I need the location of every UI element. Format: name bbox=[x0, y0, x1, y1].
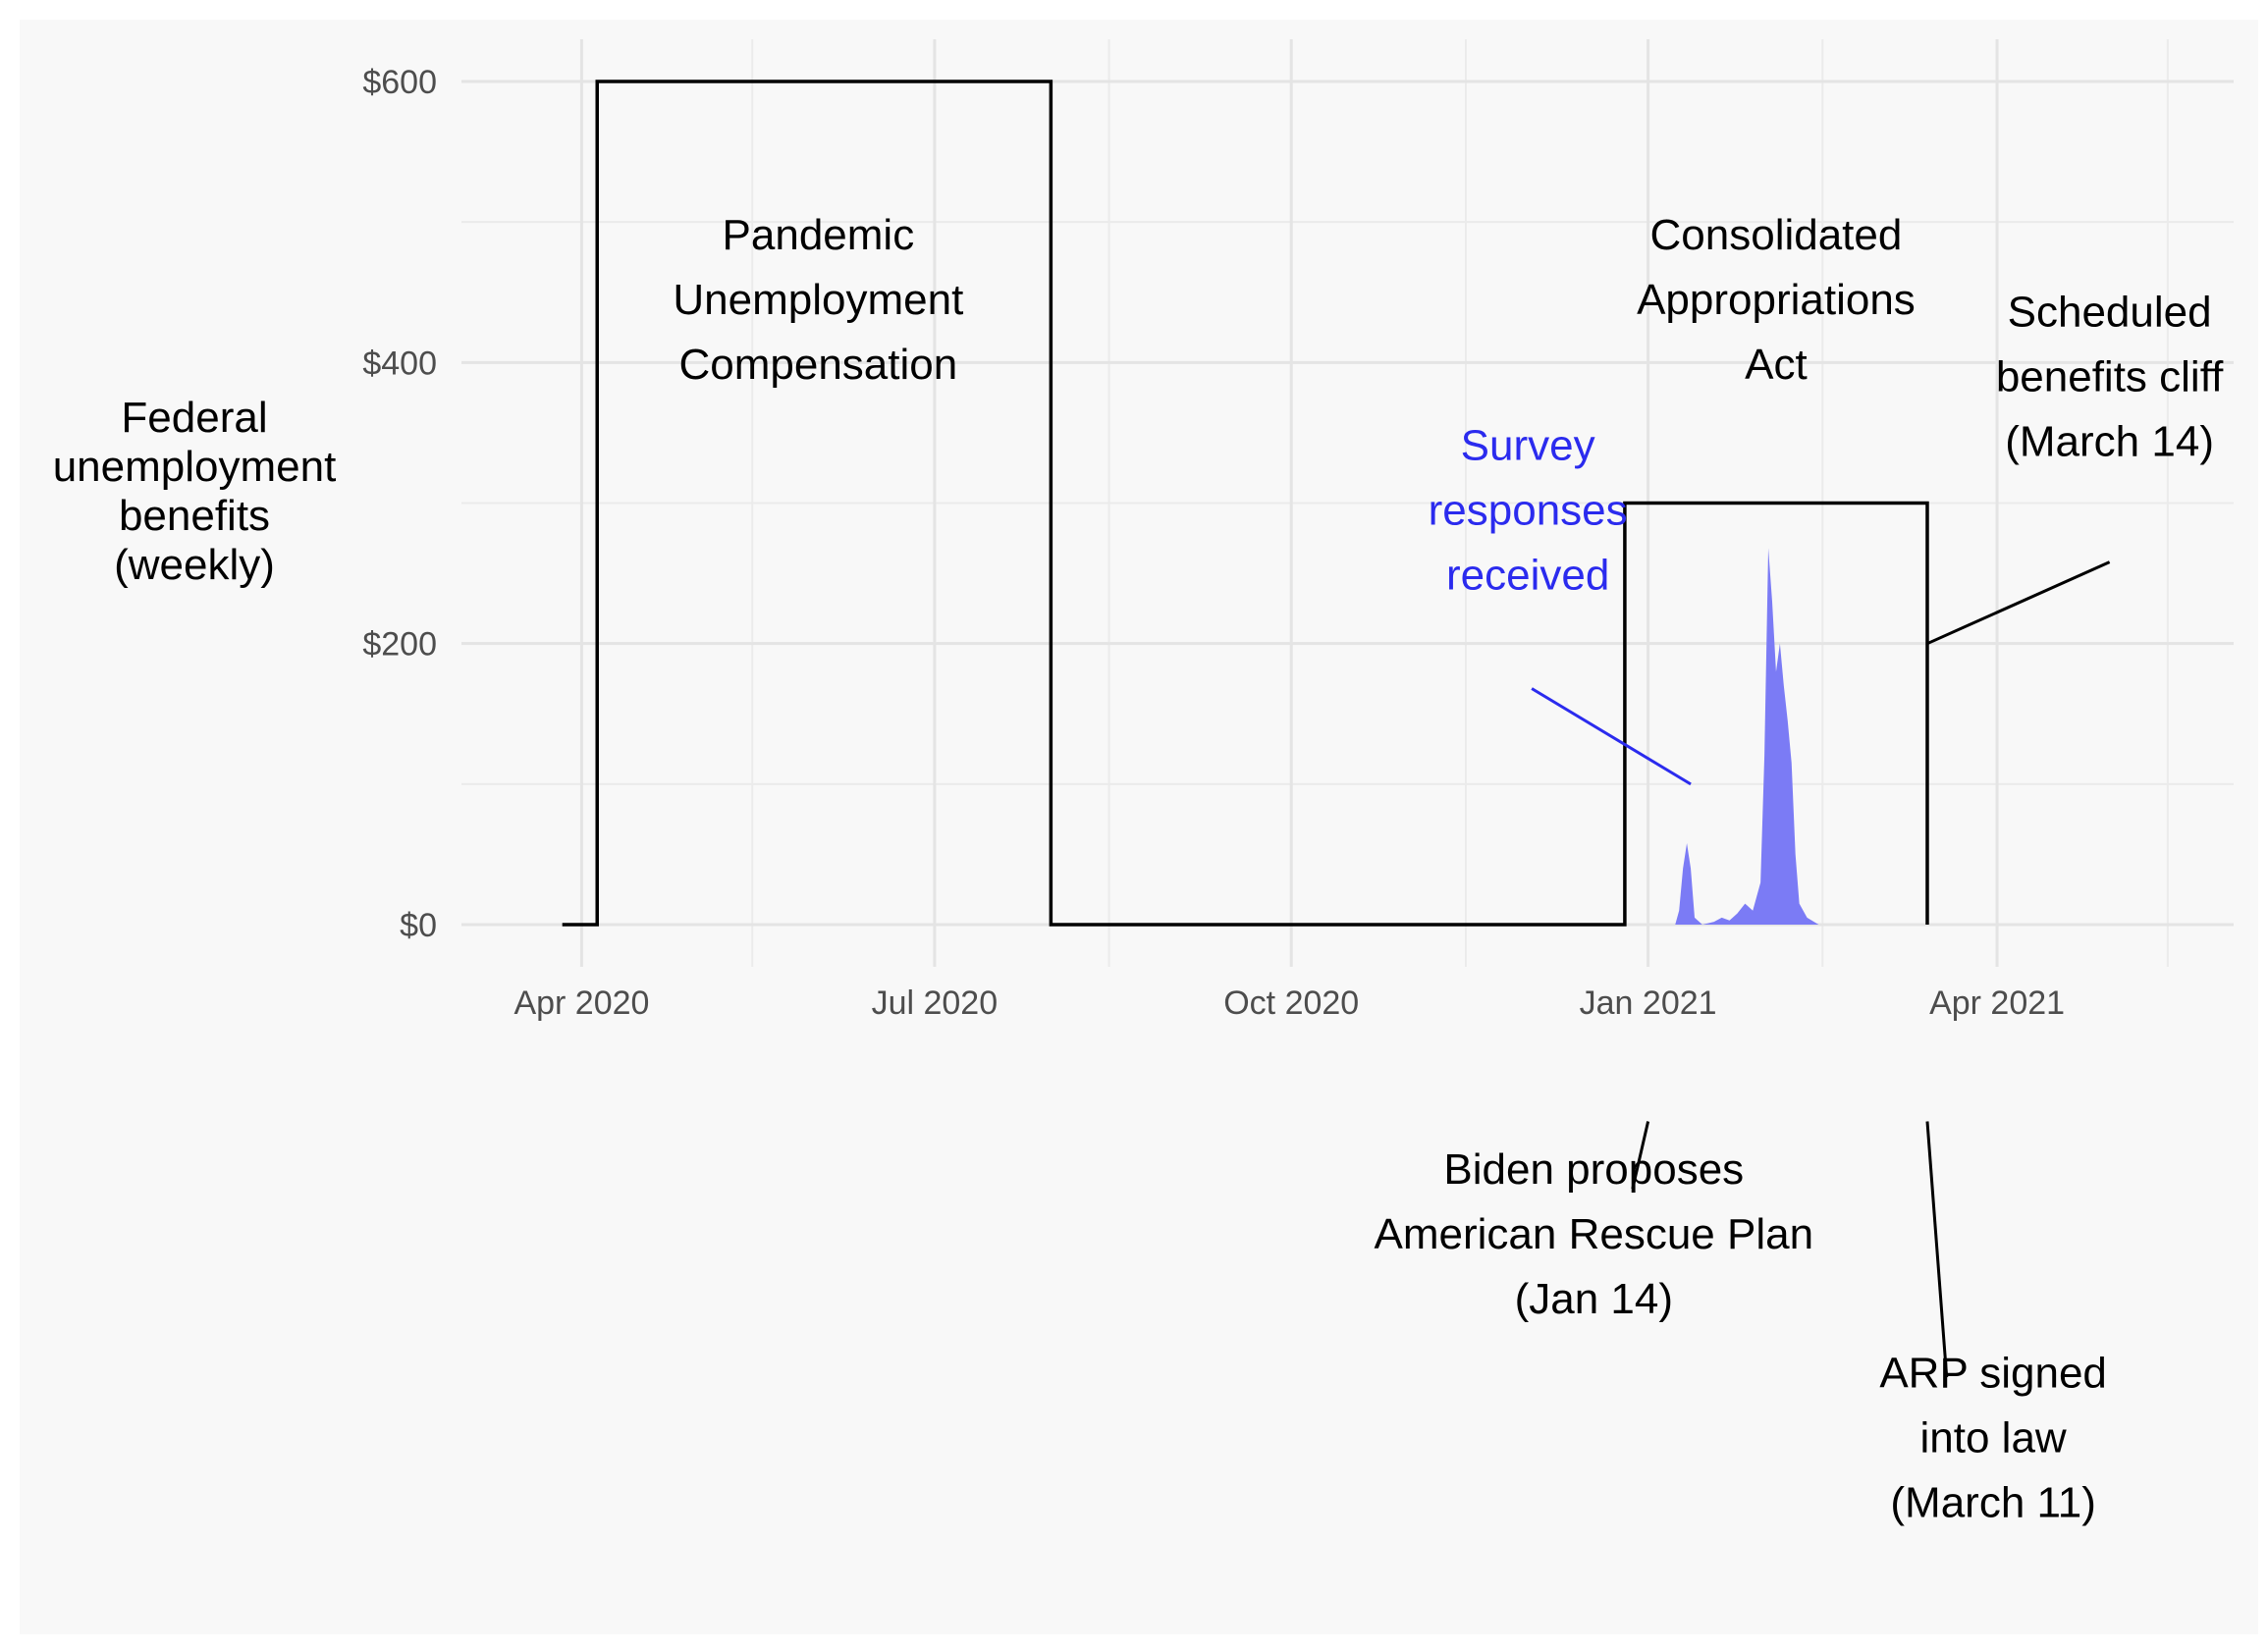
x-tick-label: Apr 2021 bbox=[1929, 984, 2065, 1022]
annotation-text: responses bbox=[1429, 487, 1628, 535]
annotation-pointer bbox=[1631, 1121, 1650, 1190]
annotation-text: Biden proposes bbox=[1443, 1145, 1744, 1194]
annotation-pointer bbox=[1531, 687, 1692, 786]
x-tick-label: Apr 2020 bbox=[513, 984, 649, 1022]
y-axis-label-line: benefits bbox=[119, 492, 270, 540]
survey-responses-area bbox=[1675, 548, 1819, 926]
y-axis-label: Federal unemployment benefits (weekly) bbox=[53, 394, 337, 589]
annotation-pointer bbox=[1926, 560, 2111, 646]
annotation-text: into law bbox=[1920, 1414, 2067, 1463]
annotation-text: American Rescue Plan bbox=[1375, 1210, 1814, 1258]
x-axis-tick-labels: Apr 2020 Jul 2020 Oct 2020 Jan 2021 Apr 2021 bbox=[513, 984, 2065, 1022]
y-tick-label: $400 bbox=[362, 345, 437, 382]
chart-background bbox=[20, 20, 2258, 1634]
annotation-text: Scheduled bbox=[2008, 289, 2212, 337]
annotation-text: Survey bbox=[1461, 422, 1595, 470]
annotation-text: Unemployment bbox=[673, 276, 963, 324]
annotation-text: benefits cliff bbox=[1996, 353, 2224, 401]
x-tick-label: Oct 2020 bbox=[1223, 984, 1359, 1022]
x-tick-label: Jan 2021 bbox=[1580, 984, 1717, 1022]
minor-gridlines bbox=[461, 39, 2234, 967]
y-axis-label-line: (weekly) bbox=[114, 541, 275, 589]
annotation-pointer bbox=[1925, 1121, 1949, 1378]
y-tick-label: $0 bbox=[400, 907, 437, 944]
y-axis-label-line: Federal bbox=[121, 394, 267, 442]
y-tick-label: $200 bbox=[362, 626, 437, 664]
annotation-text: Pandemic bbox=[723, 211, 915, 259]
annotation-layer: Pandemic Unemployment Compensation Consolid… bbox=[673, 211, 2224, 1527]
annotation-text: received bbox=[1446, 552, 1609, 600]
y-tick-label: $600 bbox=[362, 64, 437, 101]
major-gridlines bbox=[461, 39, 2234, 967]
y-axis-tick-labels: $0 $200 $400 $600 bbox=[362, 64, 437, 944]
y-axis-label-line: unemployment bbox=[53, 443, 337, 491]
x-tick-label: Jul 2020 bbox=[872, 984, 999, 1022]
annotation-text: Act bbox=[1745, 341, 1808, 389]
annotation-text: Compensation bbox=[679, 341, 958, 389]
annotation-text: Appropriations bbox=[1637, 276, 1916, 324]
annotation-text: ARP signed bbox=[1879, 1350, 2107, 1398]
series-layer bbox=[562, 80, 1929, 927]
annotation-text: (March 14) bbox=[2005, 418, 2214, 466]
benefits-step-line bbox=[562, 80, 1929, 927]
annotation-text: Consolidated bbox=[1650, 211, 1903, 259]
annotation-text: (March 11) bbox=[1890, 1479, 2095, 1527]
annotation-text: (Jan 14) bbox=[1515, 1275, 1673, 1323]
